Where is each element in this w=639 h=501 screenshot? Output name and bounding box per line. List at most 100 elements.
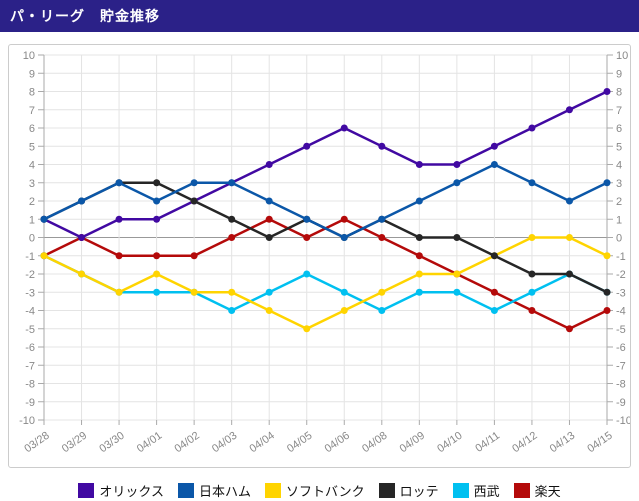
y-axis-label-right: 2	[616, 196, 622, 208]
point-softbank	[603, 252, 611, 260]
point-nipponham	[40, 215, 48, 223]
point-rakuten	[303, 234, 311, 241]
y-axis-label-right: -6	[616, 342, 626, 354]
y-axis-label-left: 2	[29, 196, 35, 208]
x-axis-label: 04/15	[585, 430, 614, 456]
series-nipponham	[40, 161, 611, 241]
point-seibu	[490, 307, 498, 314]
legend-swatch-nipponham	[177, 483, 194, 498]
legend-label-lotte: ロッテ	[399, 484, 439, 499]
y-axis-label-right: 8	[616, 87, 622, 99]
legend-item-softbank: ソフトバンク	[264, 481, 365, 500]
point-seibu	[340, 288, 348, 296]
y-axis-label-right: -4	[616, 306, 626, 318]
y-axis-label-left: -10	[19, 415, 35, 427]
point-nipponham	[115, 179, 123, 187]
point-orix	[340, 124, 348, 132]
y-axis-label-right: 0	[616, 233, 622, 245]
y-axis-label-left: -7	[25, 360, 35, 372]
legend-swatch-softbank	[264, 483, 281, 498]
point-nipponham	[603, 179, 611, 187]
y-axis-label-left: 7	[29, 105, 35, 117]
y-axis-label-left: 5	[29, 141, 35, 153]
x-axis-label: 04/01	[135, 430, 164, 456]
y-axis-label-right: -1	[616, 251, 626, 263]
point-rakuten	[603, 307, 611, 314]
point-orix	[453, 161, 461, 168]
point-softbank	[565, 234, 573, 241]
x-axis-label: 04/10	[435, 430, 464, 456]
point-orix	[78, 234, 86, 241]
y-axis-label-right: -7	[616, 360, 626, 372]
point-nipponham	[490, 161, 498, 168]
point-softbank	[78, 270, 86, 278]
point-orix	[415, 161, 423, 168]
y-axis-label-right: -10	[616, 415, 630, 427]
title-bar: パ・リーグ 貯金推移	[0, 0, 639, 32]
point-nipponham	[340, 234, 348, 241]
y-axis-label-right: 5	[616, 141, 622, 153]
y-axis-label-left: 10	[23, 50, 35, 62]
legend-label-orix: オリックス	[99, 484, 164, 499]
y-axis-label-left: 0	[29, 233, 35, 245]
point-nipponham	[153, 197, 161, 205]
point-rakuten	[528, 307, 536, 314]
page-title: パ・リーグ 貯金推移	[10, 8, 160, 24]
point-softbank	[265, 307, 273, 314]
x-axis-label: 04/03	[210, 430, 239, 456]
x-axis-label: 04/04	[247, 430, 276, 456]
point-orix	[528, 124, 536, 132]
y-axis-label-right: 9	[616, 68, 622, 80]
point-softbank	[40, 252, 48, 260]
y-axis-label-right: 1	[616, 214, 622, 226]
point-seibu	[265, 288, 273, 296]
y-axis-label-right: -5	[616, 324, 626, 336]
point-lotte	[453, 234, 461, 241]
legend-label-rakuten: 楽天	[534, 484, 561, 499]
x-axis-label: 04/05	[285, 430, 314, 456]
y-axis-label-left: -4	[25, 306, 35, 318]
point-seibu	[378, 307, 386, 314]
point-softbank	[190, 288, 198, 296]
legend-label-nipponham: 日本ハム	[198, 484, 251, 499]
chart-panel: 10 10 9 9 8 8 7 7 6 6 5 5 4 4 3 3 2 2 1 1 0 0 -1 -1 -2 -2 -3 -3 -4 -4…	[8, 44, 632, 468]
y-axis-label-left: 6	[29, 123, 35, 135]
series-softbank	[40, 234, 611, 333]
point-rakuten	[228, 234, 236, 241]
x-axis-label: 03/30	[97, 430, 126, 456]
y-axis-label-left: -5	[25, 324, 35, 336]
point-seibu	[303, 270, 311, 278]
point-softbank	[115, 288, 123, 296]
point-softbank	[303, 325, 311, 333]
point-lotte	[228, 215, 236, 223]
y-axis-label-left: 3	[29, 178, 35, 190]
point-lotte	[603, 288, 611, 296]
y-axis-label-left: -2	[25, 269, 35, 281]
point-seibu	[453, 288, 461, 296]
point-lotte	[528, 270, 536, 278]
legend-label-seibu: 西武	[473, 484, 500, 499]
y-axis-label-left: 1	[29, 214, 35, 226]
point-orix	[153, 215, 161, 223]
y-axis-label-right: -3	[616, 287, 626, 299]
y-axis-label-left: 4	[29, 160, 35, 172]
x-axis-label: 03/29	[60, 430, 89, 456]
point-lotte	[415, 234, 423, 241]
legend-item-nipponham: 日本ハム	[177, 481, 251, 500]
point-rakuten	[490, 288, 498, 296]
y-axis-label-right: -2	[616, 269, 626, 281]
y-axis-label-right: 6	[616, 123, 622, 135]
point-rakuten	[378, 234, 386, 241]
x-axis-label: 04/11	[473, 430, 502, 455]
point-softbank	[340, 307, 348, 314]
series-seibu	[40, 252, 611, 314]
point-nipponham	[303, 215, 311, 223]
x-axis-label: 04/13	[548, 430, 577, 456]
y-axis-label-right: -9	[616, 397, 626, 409]
point-nipponham	[378, 215, 386, 223]
point-seibu	[228, 307, 236, 314]
y-axis-label-right: -8	[616, 379, 626, 391]
point-nipponham	[78, 197, 86, 205]
legend-item-lotte: ロッテ	[378, 481, 439, 500]
